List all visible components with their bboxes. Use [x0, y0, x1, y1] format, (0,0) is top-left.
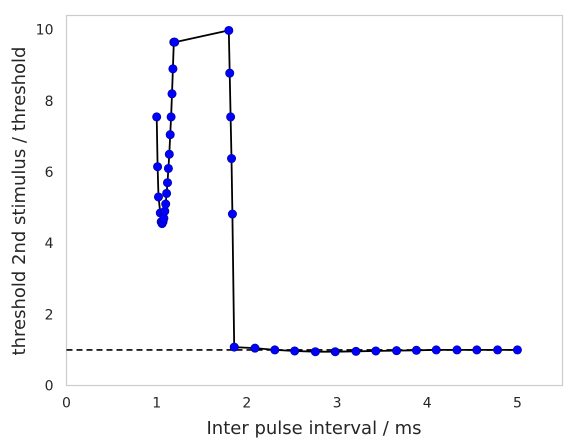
- x-tick-label: 5: [513, 396, 522, 412]
- data-point: [163, 178, 173, 188]
- data-point: [392, 346, 402, 356]
- data-point: [167, 89, 177, 99]
- x-tick-label: 4: [423, 396, 432, 412]
- data-point: [170, 37, 180, 47]
- data-point: [493, 345, 503, 355]
- data-point: [431, 345, 441, 355]
- data-point: [250, 343, 260, 353]
- data-point: [330, 347, 340, 357]
- x-tick-label: 0: [62, 396, 71, 412]
- data-point: [290, 346, 300, 356]
- data-point: [162, 188, 172, 198]
- data-point: [168, 64, 178, 74]
- y-tick-label: 2: [45, 307, 54, 323]
- y-tick-label: 0: [45, 379, 54, 395]
- data-point: [164, 149, 174, 159]
- data-point: [163, 163, 173, 173]
- y-tick-label: 6: [45, 165, 54, 181]
- x-tick-labels: 0 1 2 3 4 5: [62, 396, 522, 412]
- data-point: [411, 345, 421, 355]
- data-point: [512, 345, 522, 355]
- y-axis-label: threshold 2nd stimulus / threshold: [9, 47, 30, 356]
- y-tick-label: 4: [45, 236, 54, 252]
- data-point: [224, 25, 234, 35]
- x-tick-label: 2: [242, 396, 251, 412]
- y-tick-label: 8: [45, 94, 54, 110]
- data-point: [165, 130, 175, 140]
- y-tick-label: 10: [36, 23, 54, 39]
- data-point: [161, 199, 171, 209]
- x-axis-label: Inter pulse interval / ms: [206, 418, 421, 439]
- data-point: [227, 209, 237, 219]
- data-point: [152, 112, 162, 122]
- plot-frame: [65, 14, 564, 387]
- series-marker-layer: [152, 25, 522, 357]
- data-point: [166, 112, 176, 122]
- data-point: [153, 162, 163, 172]
- data-point: [452, 345, 462, 355]
- data-point: [225, 68, 235, 78]
- data-point: [227, 154, 237, 164]
- data-point: [472, 345, 482, 355]
- data-point: [229, 342, 239, 352]
- x-tick-label: 3: [333, 396, 342, 412]
- x-tick-label: 1: [152, 396, 161, 412]
- data-point: [371, 346, 381, 356]
- data-point: [153, 192, 163, 202]
- data-point: [226, 112, 236, 122]
- y-tick-labels: 0 2 4 6 8 10: [36, 23, 54, 395]
- data-point: [270, 345, 280, 355]
- data-point: [310, 347, 320, 357]
- data-point: [351, 346, 361, 356]
